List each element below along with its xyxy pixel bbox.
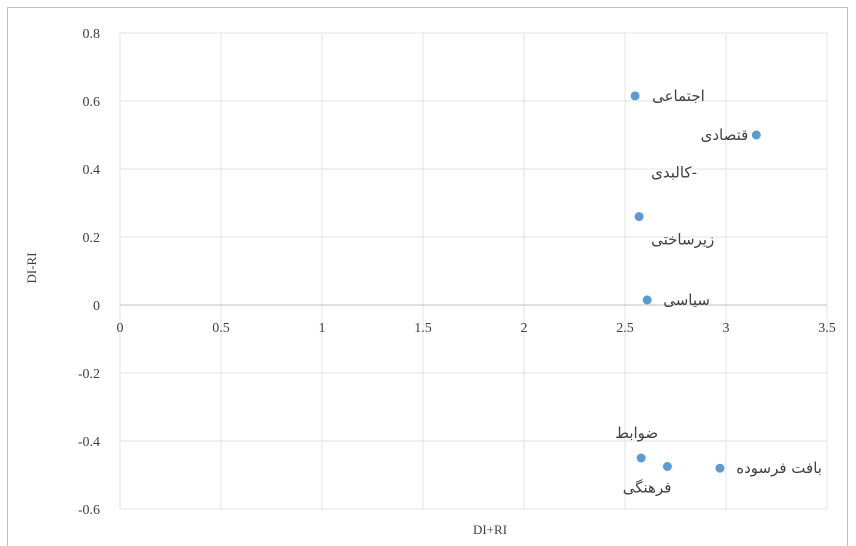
x-tick-label: 2 xyxy=(521,321,528,336)
x-tick-label: 1 xyxy=(319,321,326,336)
data-point xyxy=(662,462,672,471)
x-tick-label: 1.5 xyxy=(414,321,432,336)
x-tick-label: 0 xyxy=(117,321,124,336)
data-point xyxy=(634,212,644,222)
y-tick-label: 0.2 xyxy=(83,231,101,246)
x-tick-label: 3 xyxy=(723,321,730,336)
x-tick-label: 2.5 xyxy=(616,321,634,336)
tick-labels: 0 0.5 1 1.5 2 2.5 3 3.5 0.8 0.6 0.4 0.2 0 -0.2 -0.4 -0.… xyxy=(78,27,836,518)
data-label: اجتماعی xyxy=(652,87,705,105)
data-point xyxy=(636,453,646,463)
chart-frame xyxy=(7,7,848,546)
x-axis-title: DI+RI xyxy=(473,522,507,537)
y-tick-label: 0.8 xyxy=(83,27,101,42)
data-point xyxy=(715,463,725,473)
data-points xyxy=(630,91,761,473)
data-label: بافت فرسوده xyxy=(736,459,822,477)
y-tick-label: -0.2 xyxy=(78,367,100,382)
data-label: قتصادی xyxy=(701,126,749,144)
y-tick-label: 0 xyxy=(93,299,100,314)
data-label: سیاسی xyxy=(663,291,710,309)
y-tick-label: -0.4 xyxy=(78,435,100,450)
data-label: فرهنگی xyxy=(623,479,672,497)
data-label: ضوابط xyxy=(615,424,658,442)
y-axis-title: DI-RI xyxy=(24,252,39,283)
y-tick-label: 0.4 xyxy=(83,163,101,178)
gridlines xyxy=(119,32,828,510)
y-tick-label: -0.6 xyxy=(78,503,100,518)
x-tick-label: 3.5 xyxy=(818,321,836,336)
x-tick-label: 0.5 xyxy=(212,321,230,336)
data-labels: اجتماعی قتصادی کالبدی- زیرساختی سیاسی ضوابط فر… xyxy=(615,87,822,497)
data-point xyxy=(751,130,761,140)
data-label: کالبدی- xyxy=(651,164,697,182)
data-point xyxy=(642,295,652,305)
data-label: زیرساختی xyxy=(651,231,714,249)
y-tick-label: 0.6 xyxy=(83,95,101,110)
data-point xyxy=(630,91,640,101)
